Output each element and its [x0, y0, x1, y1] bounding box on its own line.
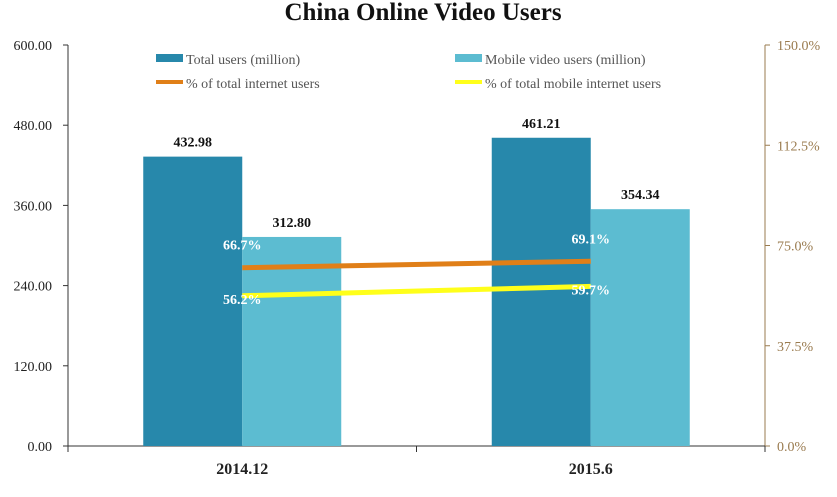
y-right-tick-label: 37.5% — [777, 340, 814, 355]
bars — [143, 137, 690, 446]
series-line — [242, 283, 591, 299]
bar-data-label: 461.21 — [522, 117, 561, 132]
legend-label: % of total mobile internet users — [485, 77, 661, 92]
bar-data-label: 354.34 — [621, 188, 660, 203]
bar — [242, 236, 342, 446]
bar — [143, 156, 243, 446]
y-left-tick-label: 360.00 — [14, 199, 53, 214]
y-left-tick-label: 240.00 — [14, 280, 53, 295]
legend: Total users (million) Mobile video users … — [156, 53, 661, 92]
bar-data-label: 312.80 — [273, 216, 312, 231]
legend-label: Total users (million) — [186, 53, 300, 68]
legend-swatch — [156, 54, 183, 62]
y-right-tick-label: 150.0% — [777, 39, 821, 54]
lines — [242, 258, 591, 299]
y-left-tick-label: 480.00 — [14, 119, 53, 134]
bar-data-label: 432.98 — [174, 136, 213, 151]
line-data-label: 66.7% — [223, 239, 262, 254]
x-tick-label: 2015.6 — [569, 461, 613, 478]
data-labels: 432.98 312.80 461.21 354.34 66.7% 69.1% 56.2% 5… — [174, 117, 660, 308]
line-data-label: 59.7% — [572, 283, 611, 298]
legend-label: Mobile video users (million) — [485, 53, 646, 68]
line-data-label: 69.1% — [572, 232, 611, 247]
y-right-tick-label: 112.5% — [777, 139, 820, 154]
y-right-tick-label: 75.0% — [777, 240, 814, 255]
axes: 0.00 120.00 240.00 360.00 480.00 600.00 0.0% 37… — [14, 39, 821, 478]
legend-swatch — [455, 54, 482, 62]
legend-label: % of total internet users — [186, 77, 320, 92]
y-left-tick-label: 0.00 — [28, 440, 53, 455]
y-left-tick-label: 600.00 — [14, 39, 53, 54]
y-left-tick-label: 120.00 — [14, 360, 53, 375]
y-right-tick-label: 0.0% — [777, 440, 807, 455]
x-tick-label: 2014.12 — [216, 461, 268, 478]
line-data-label: 56.2% — [223, 293, 262, 308]
bar — [491, 137, 591, 446]
chart-title: China Online Video Users — [284, 0, 561, 26]
series-line — [242, 258, 591, 271]
bar — [590, 209, 690, 446]
